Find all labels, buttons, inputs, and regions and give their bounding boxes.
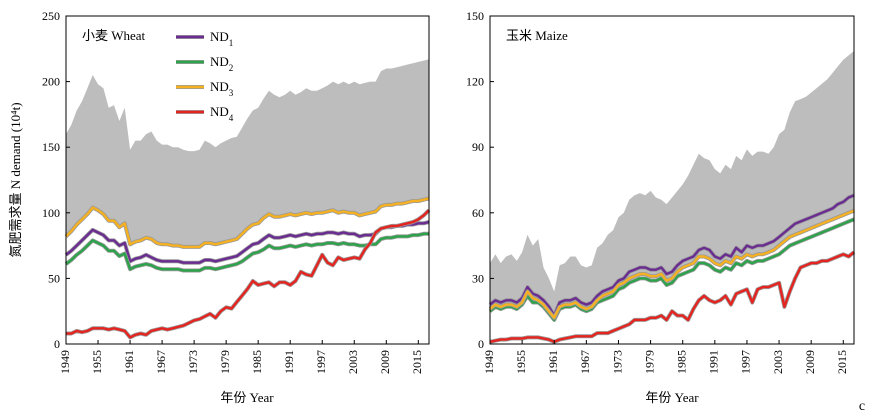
- maize-y-tick-label: 150: [466, 9, 484, 23]
- wheat-y-tick-label: 50: [48, 271, 60, 285]
- wheat-x-tick-label: 1955: [90, 350, 104, 374]
- maize-x-axis-title: 年份 Year: [645, 390, 699, 405]
- wheat-y-tick-label: 100: [42, 206, 60, 220]
- maize-x-tick-label: 2009: [803, 350, 817, 374]
- wheat-y-tick-label: 0: [54, 337, 60, 351]
- wheat-x-tick-label: 2009: [378, 350, 392, 374]
- wheat-y-axis-title: 氮肥需求量 N demand (10⁴t): [8, 102, 23, 257]
- maize-x-tick-label: 2015: [835, 350, 849, 374]
- maize-x-tick-label: 1949: [482, 350, 496, 374]
- maize-x-tick-label: 1973: [610, 350, 624, 374]
- wheat-x-tick-label: 1991: [282, 350, 296, 374]
- wheat-series-nd3: [65, 197, 430, 249]
- wheat-panel-title: 小麦 Wheat: [82, 28, 146, 43]
- wheat-x-tick-label: 2003: [346, 350, 360, 374]
- maize-x-tick-label: 1961: [546, 350, 560, 374]
- wheat-y-tick-label: 150: [42, 140, 60, 154]
- wheat-series-nd4: [66, 209, 430, 339]
- wheat-x-tick-label: 1961: [122, 350, 136, 374]
- maize-plot-layer: [488, 51, 856, 344]
- maize-y-tick-label: 120: [466, 75, 484, 89]
- wheat-ticks: 0 50 100 150 200 250 1949 1955 1961 1967 1973 1979 1…: [42, 9, 424, 374]
- wheat-y-tick-label: 250: [42, 9, 60, 23]
- wheat-x-axis-title: 年份 Year: [220, 390, 274, 405]
- maize-series-nd1: [489, 194, 855, 317]
- legend-label-nd3: ND3: [210, 79, 234, 98]
- wheat-x-tick-label: 1949: [58, 350, 72, 374]
- wheat-y-tick-label: 200: [42, 75, 60, 89]
- wheat-legend: ND1 ND2 ND3 ND4: [176, 29, 234, 123]
- maize-series-nd4: [489, 251, 855, 343]
- maize-y-tick-label: 30: [472, 271, 484, 285]
- maize-x-tick-label: 1997: [739, 350, 753, 374]
- maize-series-nd3: [489, 209, 855, 319]
- maize-x-tick-label: 1979: [642, 350, 656, 374]
- maize-panel: 0 30 60 90 120 150 1949 1955 1961 1967 1973 1979 198…: [466, 9, 856, 405]
- wheat-x-tick-label: 2015: [410, 350, 424, 374]
- wheat-range-band: [66, 59, 429, 247]
- legend-label-nd2: ND2: [210, 54, 233, 73]
- wheat-x-tick-label: 1997: [314, 350, 328, 374]
- wheat-x-tick-label: 1985: [250, 350, 264, 374]
- wheat-x-tick-label: 1967: [154, 350, 168, 374]
- maize-x-tick-label: 1955: [514, 350, 528, 374]
- maize-x-tick-label: 1985: [674, 350, 688, 374]
- wheat-series-nd2: [65, 232, 429, 272]
- wheat-x-tick-label: 1979: [218, 350, 232, 374]
- maize-axes-frame: [489, 15, 855, 345]
- maize-x-tick-label: 1967: [578, 350, 592, 374]
- wheat-series-nd1: [65, 220, 430, 264]
- legend-label-nd4: ND4: [210, 104, 234, 123]
- wheat-series-nd2-halo: [64, 231, 429, 273]
- legend-label-nd1: ND1: [210, 29, 233, 48]
- maize-y-tick-label: 0: [478, 337, 484, 351]
- maize-x-tick-label: 1991: [707, 350, 721, 374]
- maize-x-tick-label: 2003: [771, 350, 785, 374]
- wheat-axes-frame: [65, 15, 430, 345]
- maize-y-tick-label: 60: [472, 206, 484, 220]
- wheat-plot-layer: [64, 59, 431, 340]
- maize-y-tick-label: 90: [472, 140, 484, 154]
- maize-ticks: 0 30 60 90 120 150 1949 1955 1961 1967 1973 1979 198…: [466, 9, 849, 374]
- maize-range-band: [490, 51, 854, 318]
- wheat-x-tick-label: 1973: [186, 350, 200, 374]
- figure-corner-label: c: [859, 399, 865, 414]
- maize-panel-title: 玉米 Maize: [506, 28, 568, 43]
- wheat-panel: 0 50 100 150 200 250 1949 1955 1961 1967 1973 1979 1…: [8, 9, 431, 405]
